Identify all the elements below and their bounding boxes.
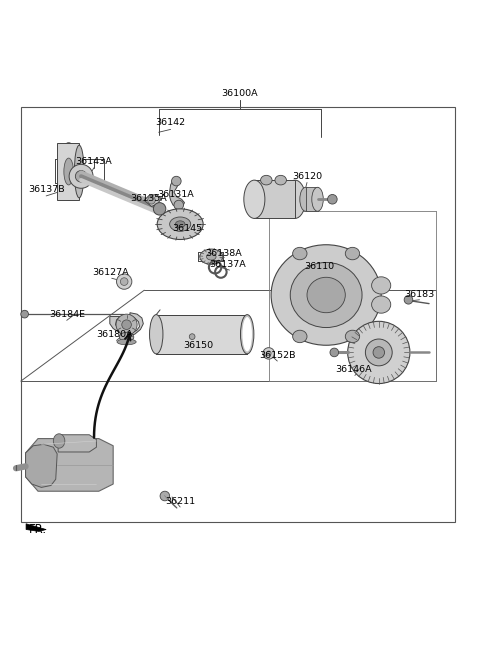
Bar <box>57 143 79 200</box>
Text: 36152B: 36152B <box>259 351 296 359</box>
Ellipse shape <box>69 164 93 189</box>
Text: 36180A: 36180A <box>96 330 133 339</box>
Ellipse shape <box>293 247 307 260</box>
Ellipse shape <box>148 196 156 204</box>
Ellipse shape <box>240 315 254 354</box>
Ellipse shape <box>312 187 323 212</box>
Ellipse shape <box>120 332 134 342</box>
Ellipse shape <box>244 180 265 218</box>
Polygon shape <box>26 524 46 532</box>
Ellipse shape <box>285 180 306 218</box>
Ellipse shape <box>242 317 252 351</box>
Text: 36150: 36150 <box>183 341 214 350</box>
Ellipse shape <box>74 145 84 198</box>
Ellipse shape <box>372 296 391 313</box>
Bar <box>21 107 456 522</box>
Polygon shape <box>110 313 144 336</box>
Polygon shape <box>144 194 161 206</box>
Ellipse shape <box>21 310 28 318</box>
Text: 36137A: 36137A <box>210 260 246 269</box>
Ellipse shape <box>373 347 384 358</box>
Ellipse shape <box>116 314 137 335</box>
Ellipse shape <box>169 217 191 231</box>
Ellipse shape <box>117 274 132 289</box>
Text: 36127A: 36127A <box>93 268 129 277</box>
Ellipse shape <box>120 278 128 285</box>
Ellipse shape <box>64 158 73 185</box>
Bar <box>254 180 295 218</box>
Polygon shape <box>25 439 113 491</box>
Text: 36142: 36142 <box>156 118 186 127</box>
Ellipse shape <box>300 187 312 212</box>
Text: 36143A: 36143A <box>76 157 112 166</box>
Ellipse shape <box>171 176 181 186</box>
Ellipse shape <box>365 339 392 366</box>
Text: 36184E: 36184E <box>49 310 85 319</box>
Text: 36146A: 36146A <box>336 365 372 374</box>
Ellipse shape <box>327 194 337 204</box>
Ellipse shape <box>330 348 338 357</box>
Text: 36183: 36183 <box>404 290 434 299</box>
Bar <box>306 187 318 212</box>
Ellipse shape <box>261 175 272 185</box>
Ellipse shape <box>275 175 287 185</box>
Ellipse shape <box>206 254 216 260</box>
Ellipse shape <box>263 348 275 359</box>
Ellipse shape <box>372 277 391 294</box>
Ellipse shape <box>160 491 169 501</box>
Text: 36137B: 36137B <box>28 185 64 194</box>
Text: 36135A: 36135A <box>131 194 168 203</box>
Ellipse shape <box>200 249 223 264</box>
Ellipse shape <box>122 320 132 329</box>
Ellipse shape <box>271 245 381 345</box>
Polygon shape <box>169 178 184 208</box>
Ellipse shape <box>174 200 183 210</box>
Ellipse shape <box>75 171 87 182</box>
Text: 36120: 36120 <box>292 172 322 181</box>
Text: FR.: FR. <box>28 523 47 535</box>
Ellipse shape <box>154 202 166 215</box>
Ellipse shape <box>189 334 195 340</box>
Bar <box>156 315 247 354</box>
Ellipse shape <box>307 277 345 313</box>
Ellipse shape <box>58 143 79 200</box>
Text: 36110: 36110 <box>304 262 334 271</box>
Ellipse shape <box>345 330 360 343</box>
Text: 36211: 36211 <box>165 497 195 506</box>
Ellipse shape <box>266 351 271 356</box>
Ellipse shape <box>348 321 410 384</box>
Text: 36100A: 36100A <box>222 89 258 98</box>
Polygon shape <box>25 444 57 487</box>
Ellipse shape <box>345 247 360 260</box>
Polygon shape <box>58 435 96 452</box>
Ellipse shape <box>293 330 307 343</box>
Text: 36138A: 36138A <box>205 248 241 258</box>
Text: 36145: 36145 <box>172 224 203 233</box>
Ellipse shape <box>175 221 185 227</box>
Ellipse shape <box>53 434 65 448</box>
Text: 36131A: 36131A <box>157 191 194 199</box>
Ellipse shape <box>117 339 136 345</box>
Ellipse shape <box>404 296 413 304</box>
Ellipse shape <box>150 315 163 354</box>
Ellipse shape <box>290 262 362 328</box>
Ellipse shape <box>157 209 203 240</box>
